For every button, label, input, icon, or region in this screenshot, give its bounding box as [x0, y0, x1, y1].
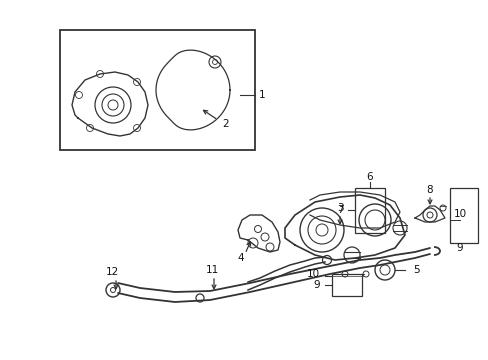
- Bar: [60, 30, 254, 150]
- Text: 9: 9: [456, 243, 462, 253]
- Text: 1: 1: [259, 90, 265, 100]
- Text: 12: 12: [105, 267, 119, 277]
- Text: 6: 6: [366, 172, 372, 182]
- Text: 10: 10: [452, 209, 466, 219]
- Bar: [331, 274, 361, 296]
- Text: 4: 4: [237, 253, 244, 263]
- Text: 3: 3: [336, 203, 343, 213]
- Text: 11: 11: [205, 265, 218, 275]
- Text: 10: 10: [306, 269, 319, 279]
- Bar: [449, 188, 477, 243]
- Text: 2: 2: [222, 119, 228, 129]
- Text: 8: 8: [426, 185, 432, 195]
- Text: 9: 9: [313, 280, 319, 290]
- Bar: [354, 188, 384, 233]
- Text: 5: 5: [412, 265, 419, 275]
- Text: 7: 7: [337, 205, 343, 215]
